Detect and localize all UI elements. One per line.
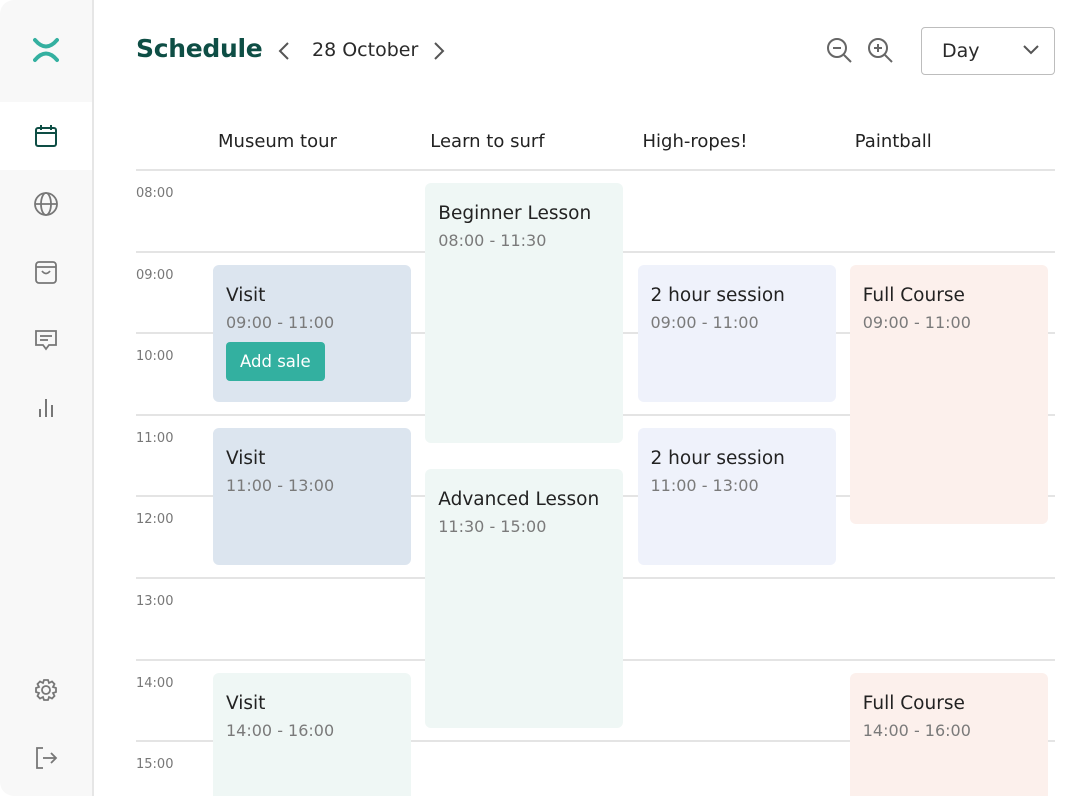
event-time: 09:00 - 11:00	[226, 312, 335, 332]
event-title: 2 hour session	[650, 447, 785, 469]
event-title: Visit	[226, 692, 266, 714]
column-header: Paintball	[854, 131, 932, 152]
event-time: 14:00 - 16:00	[862, 720, 971, 740]
view-select[interactable]: Day	[921, 27, 1055, 75]
hour-divider	[136, 740, 1055, 743]
hour-label: 15:00	[136, 757, 174, 773]
hour-label: 13:00	[136, 594, 174, 609]
event-card[interactable]: Visit 09:00 - 11:00 Add sale	[213, 264, 411, 402]
zoom-out-button[interactable]	[825, 36, 855, 66]
zoom-in-icon	[868, 38, 893, 63]
zoom-in-button[interactable]	[866, 36, 896, 66]
event-time: 08:00 - 11:30	[438, 231, 547, 250]
event-title: Full Course	[862, 692, 965, 714]
event-title: Advanced Lesson	[438, 488, 600, 510]
event-card[interactable]: Beginner Lesson 08:00 - 11:30	[425, 183, 624, 443]
sidebar-item-settings[interactable]	[0, 656, 92, 724]
event-title: Visit	[226, 447, 266, 469]
event-card[interactable]: Full Course 09:00 - 11:00	[849, 264, 1048, 525]
column-header: Museum tour	[218, 131, 337, 152]
chevron-left-icon	[278, 42, 289, 60]
bar-chart-icon	[39, 399, 53, 417]
logo-icon	[33, 38, 59, 62]
shopping-bag-icon	[35, 261, 57, 284]
globe-icon	[34, 192, 58, 216]
sidebar-item-logout[interactable]	[0, 724, 92, 792]
view-select-value: Day	[942, 40, 980, 62]
logo[interactable]	[0, 16, 92, 84]
page-title: Schedule	[136, 34, 263, 63]
hour-label: 11:00	[136, 430, 174, 446]
hour-label: 08:00	[136, 186, 174, 201]
event-time: 14:00 - 16:00	[226, 720, 335, 740]
sidebar-item-schedule[interactable]	[0, 102, 92, 170]
event-card[interactable]: Advanced Lesson 11:30 - 15:00	[425, 468, 624, 729]
hour-label: 14:00	[136, 675, 174, 691]
event-card[interactable]: 2 hour session 09:00 - 11:00	[637, 264, 836, 402]
event-card[interactable]: 2 hour session 11:00 - 13:00	[637, 427, 836, 565]
event-title: Visit	[226, 284, 266, 306]
sidebar-item-messages[interactable]	[0, 306, 92, 374]
chevron-down-icon	[1023, 45, 1039, 55]
column-header: High-ropes!	[642, 131, 748, 152]
event-time: 09:00 - 11:00	[862, 312, 971, 332]
hour-label: 10:00	[136, 349, 174, 365]
event-time: 11:00 - 13:00	[650, 475, 759, 495]
sidebar-item-reports[interactable]	[0, 374, 92, 442]
add-sale-button[interactable]: Add sale	[226, 341, 325, 381]
next-day-button[interactable]	[427, 38, 451, 64]
sidebar-item-shop[interactable]	[0, 238, 92, 306]
event-time: 11:00 - 13:00	[226, 475, 335, 495]
current-date: 28 October	[312, 39, 419, 61]
zoom-out-icon	[827, 38, 852, 63]
event-time: 09:00 - 11:00	[650, 312, 759, 332]
event-card[interactable]: Full Course 14:00 - 16:00	[849, 672, 1048, 796]
hour-label: 09:00	[136, 267, 174, 283]
event-title: 2 hour session	[650, 284, 785, 306]
sidebar-item-globe[interactable]	[0, 170, 92, 238]
event-card[interactable]: Visit 14:00 - 16:00	[213, 672, 411, 796]
settings-icon	[35, 679, 57, 701]
event-time: 11:30 - 15:00	[438, 516, 547, 536]
event-title: Full Course	[862, 284, 965, 306]
calendar-icon	[35, 125, 57, 147]
column-header: Learn to surf	[430, 131, 545, 152]
sidebar	[0, 0, 94, 796]
logout-icon	[36, 747, 58, 769]
header-divider	[136, 169, 1055, 171]
message-icon	[35, 330, 57, 351]
event-card[interactable]: Visit 11:00 - 13:00	[213, 427, 411, 565]
hour-label: 12:00	[136, 512, 174, 528]
chevron-right-icon	[434, 42, 445, 60]
event-title: Beginner Lesson	[438, 203, 592, 224]
previous-day-button[interactable]	[272, 38, 296, 64]
